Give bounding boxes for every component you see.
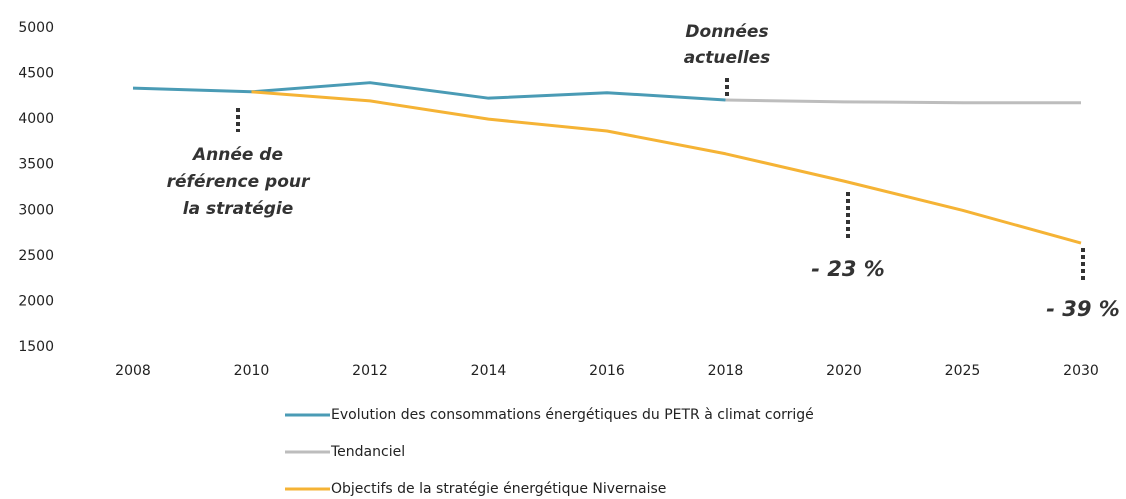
- y-tick-label: 2000: [18, 293, 54, 309]
- series-line: [132, 81, 726, 102]
- x-tick-label: 2020: [826, 363, 862, 379]
- legend-label: Tendanciel: [330, 444, 405, 460]
- x-tick-label: 2012: [352, 363, 388, 379]
- x-tick-label: 2030: [1063, 363, 1099, 379]
- y-tick-label: 3500: [18, 157, 54, 173]
- y-tick-label: 4000: [18, 111, 54, 127]
- x-tick-label: 2010: [234, 363, 270, 379]
- annotation: Données: [685, 22, 768, 42]
- legend-label: Evolution des consommations énergétiques…: [331, 407, 814, 423]
- x-tick-label: 2014: [471, 363, 507, 379]
- y-tick-label: 2500: [18, 248, 54, 264]
- x-tick-label: 2018: [708, 363, 744, 379]
- series-line: [725, 98, 1081, 105]
- x-tick-label: 2008: [115, 363, 151, 379]
- y-tick-label: 1500: [18, 339, 54, 355]
- series-line: [251, 90, 1082, 245]
- y-tick-label: 3000: [18, 202, 54, 218]
- annotation: - 39 %: [1046, 297, 1120, 321]
- legend-label: Objectifs de la stratégie énergétique Ni…: [331, 481, 666, 497]
- y-tick-label: 5000: [18, 20, 54, 36]
- annotation: Année de: [191, 145, 283, 165]
- x-tick-label: 2025: [945, 363, 981, 379]
- annotation: - 23 %: [811, 257, 885, 281]
- y-tick-label: 4500: [18, 66, 54, 82]
- annotation: actuelles: [684, 48, 771, 68]
- annotation: référence pour: [167, 172, 311, 192]
- x-tick-label: 2016: [589, 363, 625, 379]
- annotation: la stratégie: [183, 199, 294, 219]
